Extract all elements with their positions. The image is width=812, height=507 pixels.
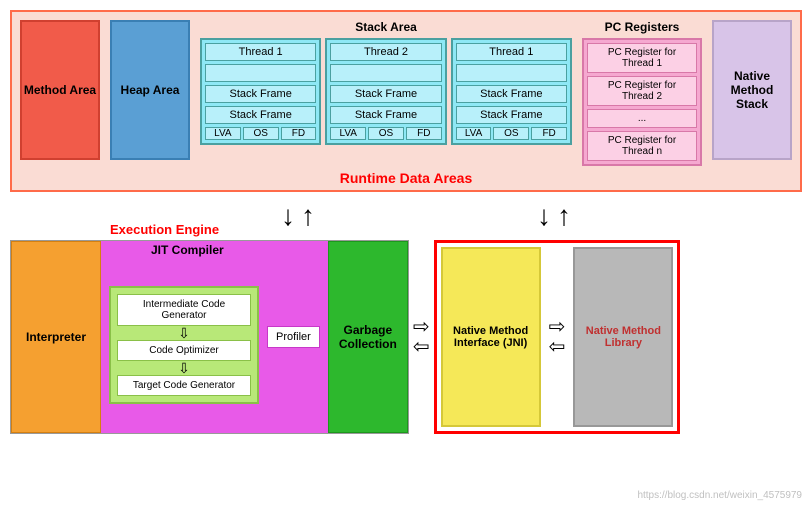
left-arrow-icon: ⇦ (413, 339, 430, 355)
runtime-data-areas: Method Area Heap Area Stack Area Thread … (10, 10, 802, 192)
profiler-box: Profiler (267, 326, 320, 348)
stack-frame: Stack Frame (205, 85, 316, 103)
jit-compiler-box: Intermediate Code Generator ⇩ Code Optim… (109, 286, 259, 404)
pc-title: PC Registers (605, 20, 680, 34)
stack-area: Stack Area Thread 1 Stack Frame Stack Fr… (200, 20, 572, 166)
left-arrow-icon: ⇦ (549, 339, 566, 355)
right-arrow-icon: ⇨ (413, 319, 430, 335)
empty-cell (205, 64, 316, 82)
pc-register-cell: ... (587, 109, 697, 128)
interpreter-box: Interpreter (11, 241, 101, 433)
jit-step: Code Optimizer (117, 340, 251, 361)
watermark-text: https://blog.csdn.net/weixin_4575979 (637, 490, 802, 501)
pc-register-cell: PC Register for Thread 1 (587, 43, 697, 73)
pc-registers: PC Registers PC Register for Thread 1 PC… (582, 20, 702, 166)
garbage-collection-box: Garbage Collection (328, 241, 408, 433)
native-method-stack-box: Native Method Stack (712, 20, 792, 160)
stack-frame: Stack Frame (456, 106, 567, 124)
fd-cell: FD (281, 127, 317, 140)
thread-header: Thread 1 (456, 43, 567, 61)
fd-cell: FD (531, 127, 567, 140)
down-arrow-icon: ⇩ (178, 363, 190, 373)
thread-header: Thread 2 (330, 43, 441, 61)
os-cell: OS (243, 127, 279, 140)
empty-cell (456, 64, 567, 82)
up-arrow-icon: ↑ (557, 200, 571, 232)
down-arrow-icon: ⇩ (178, 328, 190, 338)
thread-column: Thread 2 Stack Frame Stack Frame LVA OS … (325, 38, 446, 145)
stack-area-title: Stack Area (355, 20, 417, 34)
lva-cell: LVA (456, 127, 492, 140)
thread-header: Thread 1 (205, 43, 316, 61)
fd-cell: FD (406, 127, 442, 140)
rda-title: Runtime Data Areas (340, 170, 473, 186)
lva-cell: LVA (330, 127, 366, 140)
jit-section: JIT Compiler Intermediate Code Generator… (101, 241, 328, 433)
heap-area-box: Heap Area (110, 20, 190, 160)
pc-register-cell: PC Register for Thread 2 (587, 76, 697, 106)
method-area-box: Method Area (20, 20, 100, 160)
empty-cell (330, 64, 441, 82)
down-arrow-icon: ↓ (537, 200, 551, 232)
down-arrow-icon: ↓ (281, 200, 295, 232)
native-interface-group: Native Method Interface (JNI) ⇨ ⇦ Native… (434, 240, 681, 434)
pc-register-cell: PC Register for Thread n (587, 131, 697, 161)
thread-column: Thread 1 Stack Frame Stack Frame LVA OS … (451, 38, 572, 145)
os-cell: OS (493, 127, 529, 140)
os-cell: OS (368, 127, 404, 140)
stack-frame: Stack Frame (330, 106, 441, 124)
right-arrow-icon: ⇨ (549, 319, 566, 335)
stack-frame: Stack Frame (205, 106, 316, 124)
up-arrow-icon: ↑ (301, 200, 315, 232)
bidirectional-arrows: ⇨ ⇦ (545, 319, 570, 355)
thread-column: Thread 1 Stack Frame Stack Frame LVA OS … (200, 38, 321, 145)
bidirectional-arrows: ⇨ ⇦ (409, 240, 434, 434)
stack-frame: Stack Frame (456, 85, 567, 103)
jni-box: Native Method Interface (JNI) (441, 247, 541, 427)
native-method-library-box: Native Method Library (573, 247, 673, 427)
execution-engine: Interpreter JIT Compiler Intermediate Co… (10, 240, 409, 434)
execution-engine-title: Execution Engine (110, 222, 219, 237)
jvm-architecture-diagram: Method Area Heap Area Stack Area Thread … (10, 10, 802, 434)
jit-step: Intermediate Code Generator (117, 294, 251, 326)
stack-frame: Stack Frame (330, 85, 441, 103)
bottom-row: Execution Engine Interpreter JIT Compile… (10, 240, 802, 434)
lva-cell: LVA (205, 127, 241, 140)
jit-step: Target Code Generator (117, 375, 251, 396)
jit-title: JIT Compiler (151, 243, 224, 257)
